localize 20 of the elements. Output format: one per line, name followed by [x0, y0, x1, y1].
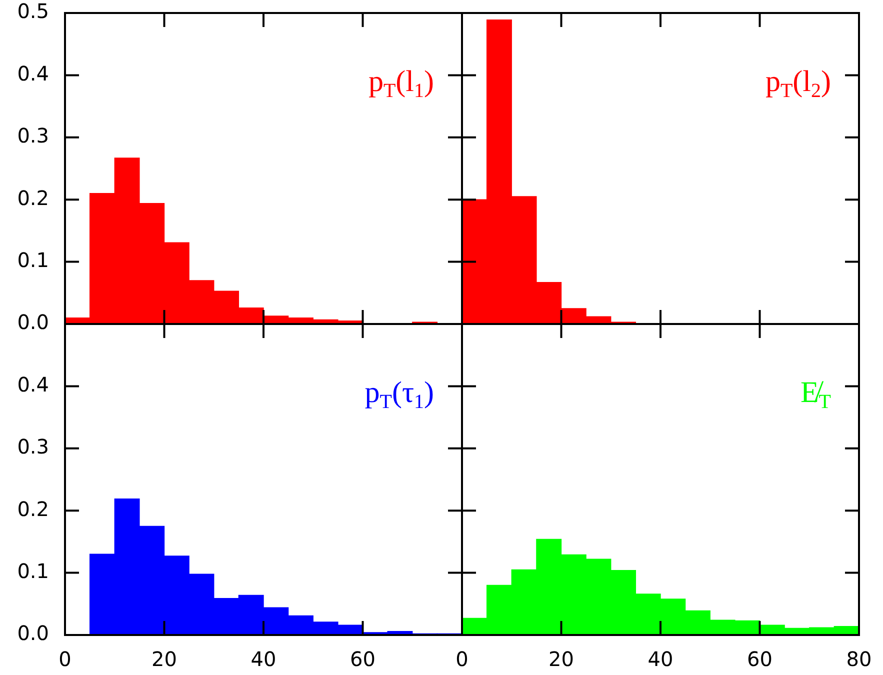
x-tick-label: 20 [152, 647, 177, 672]
x-tick-label: 0 [456, 647, 468, 672]
x-tick-label: 60 [350, 647, 376, 672]
x-tick-label: 0 [58, 647, 72, 672]
x-tick-label: 20 [548, 647, 574, 672]
y-tick-label: 0.0 [17, 310, 49, 334]
y-tick-label: 0.1 [17, 559, 49, 584]
x-tick-label: 80 [846, 647, 872, 672]
y-tick-label: 0.2 [17, 496, 49, 521]
y-tick-label: 0.4 [17, 372, 49, 396]
y-tick-label: 0.5 [17, 0, 49, 24]
y-tick-label: 0.0 [17, 621, 49, 646]
x-tick-label: 60 [747, 647, 772, 672]
x-tick-label: 40 [250, 647, 276, 672]
x-tick-label: 40 [648, 647, 674, 672]
y-tick-label: 0.1 [17, 248, 49, 272]
y-tick-label: 0.3 [17, 124, 49, 148]
y-tick-label: 0.2 [17, 186, 49, 210]
y-tick-label: 0.3 [17, 434, 49, 459]
y-tick-label: 0.4 [17, 61, 49, 86]
